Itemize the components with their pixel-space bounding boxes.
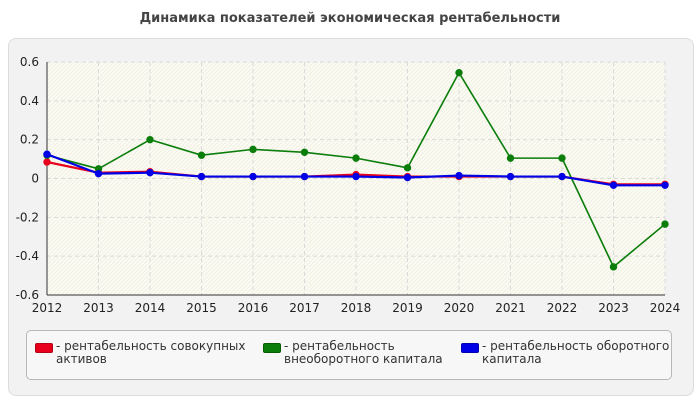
x-tick-label: 2012 — [32, 301, 63, 315]
data-point-2 — [455, 171, 463, 180]
x-tick-label: 2020 — [444, 301, 475, 315]
x-tick-label: 2019 — [392, 301, 423, 315]
y-tick-label: 0.6 — [20, 55, 39, 69]
y-tick-label: 0 — [31, 172, 39, 186]
data-point-2 — [300, 172, 309, 181]
chart-title: Динамика показателей экономическая рента… — [139, 11, 561, 26]
legend-item-total-assets: - рентабельность совокупных активов — [35, 340, 246, 366]
data-point-1 — [403, 164, 412, 172]
legend: - рентабельность совокупных активов - ре… — [26, 330, 672, 380]
x-tick-label: 2022 — [547, 301, 578, 315]
data-point-1 — [506, 154, 515, 162]
data-point-2 — [94, 169, 103, 178]
data-point-0 — [43, 158, 51, 166]
data-point-2 — [661, 181, 669, 189]
legend-swatch-noncurrent-capital — [263, 343, 281, 353]
data-point-1 — [558, 154, 566, 162]
x-tick-label: 2024 — [650, 301, 681, 315]
data-point-1 — [249, 145, 257, 154]
x-tick-label: 2017 — [289, 301, 320, 315]
data-point-1 — [352, 154, 360, 162]
y-tick-label: 0.2 — [20, 133, 39, 147]
data-point-2 — [249, 172, 257, 181]
y-tick-label: -0.4 — [16, 249, 39, 263]
data-point-1 — [300, 148, 309, 156]
data-point-2 — [352, 172, 360, 181]
legend-label-total-assets: - рентабельность совокупных активов — [56, 339, 246, 366]
legend-item-noncurrent-capital: - рентабельность внеоборотного капитала — [263, 340, 474, 366]
legend-label-working-capital: - рентабельность оборотного капитала — [482, 339, 670, 366]
x-tick-label: 2013 — [83, 301, 114, 315]
y-tick-label: 0.4 — [20, 94, 39, 108]
data-point-2 — [43, 150, 51, 158]
data-point-2 — [558, 172, 566, 181]
x-tick-label: 2021 — [495, 301, 526, 315]
legend-swatch-total-assets — [35, 343, 53, 353]
x-tick-label: 2018 — [341, 301, 372, 315]
data-point-1 — [146, 135, 154, 144]
y-tick-label: -0.2 — [16, 210, 39, 224]
x-tick-label: 2016 — [238, 301, 269, 315]
legend-item-working-capital: - рентабельность оборотного капитала — [461, 340, 672, 366]
data-point-1 — [197, 151, 206, 159]
data-point-1 — [661, 220, 669, 228]
data-point-1 — [455, 68, 463, 77]
data-point-2 — [197, 172, 206, 181]
y-tick-label: -0.6 — [16, 288, 39, 302]
x-tick-label: 2015 — [186, 301, 217, 315]
legend-swatch-working-capital — [461, 343, 479, 353]
x-tick-label: 2023 — [598, 301, 629, 315]
data-point-2 — [609, 181, 618, 189]
legend-label-noncurrent-capital: - рентабельность внеоборотного капитала — [284, 339, 443, 366]
data-point-1 — [609, 263, 618, 271]
data-point-2 — [506, 172, 515, 181]
x-tick-label: 2014 — [135, 301, 166, 315]
data-point-2 — [403, 173, 412, 182]
data-point-2 — [146, 168, 154, 177]
